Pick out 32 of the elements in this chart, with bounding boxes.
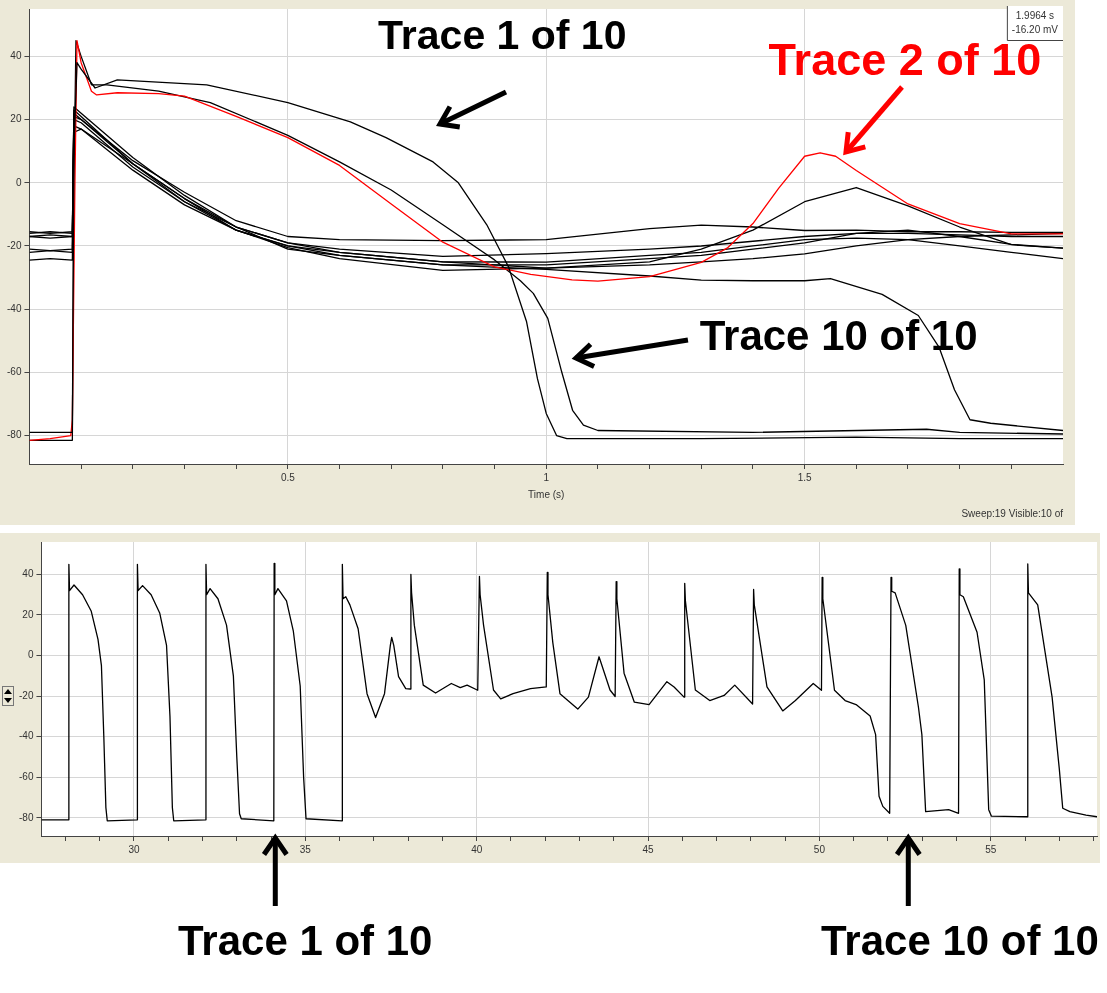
legend-label: Trace 10 of 10 bbox=[699, 312, 978, 360]
y-tick-label: 0 bbox=[15, 176, 22, 188]
y-tick-label: -60 bbox=[7, 366, 22, 378]
annotation: 1.9964 s bbox=[1015, 10, 1055, 21]
y-tick-label: -40 bbox=[19, 730, 34, 742]
y-tick-label: 20 bbox=[10, 113, 22, 125]
x-tick-label: 55 bbox=[985, 843, 997, 855]
text: Trace 1 of 10 bbox=[178, 917, 433, 964]
x-tick-label: 40 bbox=[471, 843, 483, 855]
x-axis-title: Time (s) bbox=[528, 488, 565, 500]
annotation: -16.20 mV bbox=[1011, 24, 1059, 35]
x-tick-label: 1.5 bbox=[797, 471, 812, 483]
y-tick-label: -20 bbox=[19, 689, 34, 701]
y-tick-label: -80 bbox=[7, 429, 22, 441]
x-tick-label: 1 bbox=[543, 471, 550, 483]
y-tick-label: 40 bbox=[10, 50, 22, 62]
y-tick-label: -80 bbox=[19, 811, 34, 823]
y-tick-label: 0 bbox=[27, 649, 34, 661]
y-tick-label: -40 bbox=[7, 302, 22, 314]
y-tick-label: -20 bbox=[7, 239, 22, 251]
x-tick-label: 30 bbox=[128, 843, 140, 855]
text: Trace 10 of 10 bbox=[821, 917, 1099, 964]
x-tick-label: 35 bbox=[299, 843, 312, 855]
y-tick-label: 40 bbox=[22, 568, 34, 580]
text: Sweep:19 Visible:10 of bbox=[961, 508, 1064, 519]
series-label: Trace 1 of 10 bbox=[378, 11, 627, 58]
series-label: Trace 2 of 10 bbox=[768, 34, 1042, 86]
x-tick-label: 0.5 bbox=[280, 471, 296, 483]
x-tick-label: 45 bbox=[642, 843, 655, 855]
x-tick-label: 50 bbox=[813, 843, 826, 855]
y-tick-label: 20 bbox=[22, 608, 34, 620]
y-tick-label: -60 bbox=[19, 770, 34, 782]
